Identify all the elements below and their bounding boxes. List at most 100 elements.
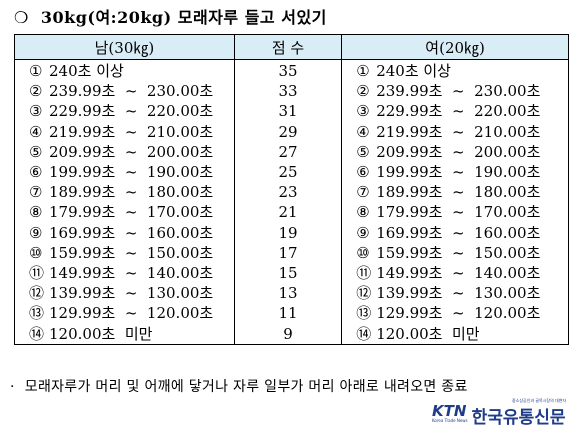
table-row: ⑦ 189.99초 ~ 180.00초 23 ⑦ 189.99초 ~ 180.00초: [14, 182, 569, 203]
female-range-cell: ⑩ 159.99초 ~ 150.00초: [341, 242, 569, 263]
ktn-logo: 중소상공인과 골목시장의 대변자 KTN Korea Trade News 한국…: [432, 398, 572, 428]
score-cell: 19: [233, 222, 343, 243]
score-cell: 25: [233, 161, 343, 183]
male-range: 219.99초 ~ 210.00초: [49, 122, 214, 141]
male-range: 120.00초 미만: [49, 324, 153, 343]
male-range-cell: ⑫ 139.99초 ~ 130.00초: [14, 283, 235, 304]
row-number-female: ⑩: [356, 243, 370, 262]
male-range: 199.99초 ~ 190.00초: [49, 163, 214, 182]
row-number-female: ⑥: [356, 163, 370, 182]
male-range-cell: ② 239.99초 ~ 230.00초: [14, 81, 235, 102]
circle-bullet-icon: ❍: [14, 8, 29, 27]
logo-brand: KTN Korea Trade News: [432, 403, 468, 423]
score-cell: 13: [233, 283, 343, 304]
table-header-row: 남(30㎏) 점 수 여(20㎏): [14, 34, 569, 60]
row-number-male: ⑫: [29, 284, 45, 303]
female-range-cell: ⑤ 209.99초 ~ 200.00초: [341, 141, 569, 162]
score-cell: 33: [233, 81, 343, 102]
table-row: ⑤ 209.99초 ~ 200.00초 27 ⑤ 209.99초 ~ 200.00초: [14, 141, 569, 162]
table-row: ⑪ 149.99초 ~ 140.00초 15 ⑪ 149.99초 ~ 140.00초: [14, 262, 569, 284]
logo-name: 한국유통신문: [471, 407, 566, 428]
score-cell: 29: [233, 121, 343, 142]
male-range: 239.99초 ~ 230.00초: [49, 82, 214, 101]
row-number-male: ②: [29, 82, 43, 101]
female-range: 139.99초 ~ 130.00초: [376, 284, 541, 303]
male-range-cell: ③ 229.99초 ~ 220.00초: [14, 101, 235, 122]
row-number-male: ⑨: [29, 223, 43, 242]
score-cell: 31: [233, 101, 343, 122]
footnote-text: 모래자루가 머리 및 어깨에 닿거나 자루 일부가 머리 아래로 내려오면 종료: [24, 379, 468, 395]
footnote: · 모래자루가 머리 및 어깨에 닿거나 자루 일부가 머리 아래로 내려오면 종…: [10, 376, 468, 396]
score-cell: 21: [233, 202, 343, 223]
table-row: ⑨ 169.99초 ~ 160.00초 19 ⑨ 169.99초 ~ 160.00초: [14, 222, 569, 243]
male-range: 169.99초 ~ 160.00초: [49, 223, 214, 242]
row-number-female: ⑫: [356, 284, 372, 303]
female-range-cell: ⑧ 179.99초 ~ 170.00초: [341, 202, 569, 223]
header-male: 남(30㎏): [14, 34, 235, 60]
score-cell: 23: [233, 182, 343, 203]
male-range: 129.99초 ~ 120.00초: [49, 304, 214, 323]
table-row: ⑧ 179.99초 ~ 170.00초 21 ⑧ 179.99초 ~ 170.00초: [14, 202, 569, 223]
male-range: 179.99초 ~ 170.00초: [49, 203, 214, 222]
male-range: 189.99초 ~ 180.00초: [49, 183, 214, 202]
row-number-female: ③: [356, 102, 370, 121]
male-range-cell: ⑦ 189.99초 ~ 180.00초: [14, 182, 235, 203]
male-range-cell: ⑧ 179.99초 ~ 170.00초: [14, 202, 235, 223]
female-range: 129.99초 ~ 120.00초: [376, 304, 541, 323]
footnote-bullet: ·: [10, 379, 15, 395]
female-range-cell: ③ 229.99초 ~ 220.00초: [341, 101, 569, 122]
heading-text: 30kg(여:20kg) 모래자루 들고 서있기: [40, 8, 327, 27]
table-row: ⑭ 120.00초 미만 9 ⑭ 120.00초 미만: [14, 323, 569, 345]
table-row: ④ 219.99초 ~ 210.00초 29 ④ 219.99초 ~ 210.00초: [14, 121, 569, 142]
row-number-male: ⑬: [29, 304, 45, 323]
male-range: 240초 이상: [49, 62, 124, 81]
table-row: ⑩ 159.99초 ~ 150.00초 17 ⑩ 159.99초 ~ 150.00초: [14, 242, 569, 263]
male-range-cell: ⑤ 209.99초 ~ 200.00초: [14, 141, 235, 162]
row-number-female: ⑦: [356, 183, 370, 202]
female-range: 199.99초 ~ 190.00초: [376, 163, 541, 182]
male-range-cell: ⑭ 120.00초 미만: [14, 323, 235, 345]
female-range-cell: ⑪ 149.99초 ~ 140.00초: [341, 262, 569, 284]
female-range-cell: ④ 219.99초 ~ 210.00초: [341, 121, 569, 142]
row-number-male: ④: [29, 122, 43, 141]
row-number-male: ⑪: [29, 263, 45, 282]
row-number-male: ⑩: [29, 243, 43, 262]
row-number-male: ③: [29, 102, 43, 121]
header-score: 점 수: [233, 34, 343, 60]
score-cell: 11: [233, 303, 343, 324]
female-range: 229.99초 ~ 220.00초: [376, 102, 541, 121]
male-range: 159.99초 ~ 150.00초: [49, 243, 214, 262]
row-number-female: ⑭: [356, 324, 372, 343]
female-range-cell: ⑦ 189.99초 ~ 180.00초: [341, 182, 569, 203]
male-range-cell: ⑩ 159.99초 ~ 150.00초: [14, 242, 235, 263]
female-range: 179.99초 ~ 170.00초: [376, 203, 541, 222]
female-range-cell: ⑭ 120.00초 미만: [341, 323, 569, 345]
table-row: ① 240초 이상 35 ① 240초 이상: [14, 59, 569, 82]
row-number-female: ②: [356, 82, 370, 101]
row-number-male: ⑥: [29, 163, 43, 182]
row-number-male: ①: [29, 62, 43, 81]
female-range: 159.99초 ~ 150.00초: [376, 243, 541, 262]
table-row: ② 239.99초 ~ 230.00초 33 ② 239.99초 ~ 230.00초: [14, 81, 569, 102]
female-range: 189.99초 ~ 180.00초: [376, 183, 541, 202]
male-range-cell: ⑪ 149.99초 ~ 140.00초: [14, 262, 235, 284]
row-number-male: ⑤: [29, 142, 43, 161]
row-number-male: ⑧: [29, 203, 43, 222]
male-range-cell: ⑨ 169.99초 ~ 160.00초: [14, 222, 235, 243]
row-number-female: ④: [356, 122, 370, 141]
score-cell: 9: [233, 323, 343, 345]
female-range-cell: ① 240초 이상: [341, 59, 569, 82]
table-row: ⑫ 139.99초 ~ 130.00초 13 ⑫ 139.99초 ~ 130.00초: [14, 283, 569, 304]
female-range: 149.99초 ~ 140.00초: [376, 263, 541, 282]
row-number-female: ⑬: [356, 304, 372, 323]
female-range-cell: ⑬ 129.99초 ~ 120.00초: [341, 303, 569, 324]
female-range: 120.00초 미만: [376, 324, 480, 343]
row-number-male: ⑭: [29, 324, 45, 343]
male-range: 149.99초 ~ 140.00초: [49, 263, 214, 282]
female-range: 240초 이상: [376, 62, 451, 81]
score-cell: 35: [233, 59, 343, 82]
row-number-male: ⑦: [29, 183, 43, 202]
section-heading: ❍ 30kg(여:20kg) 모래자루 들고 서있기: [14, 4, 327, 28]
table-row: ⑬ 129.99초 ~ 120.00초 11 ⑬ 129.99초 ~ 120.00초: [14, 303, 569, 324]
male-range-cell: ⑬ 129.99초 ~ 120.00초: [14, 303, 235, 324]
